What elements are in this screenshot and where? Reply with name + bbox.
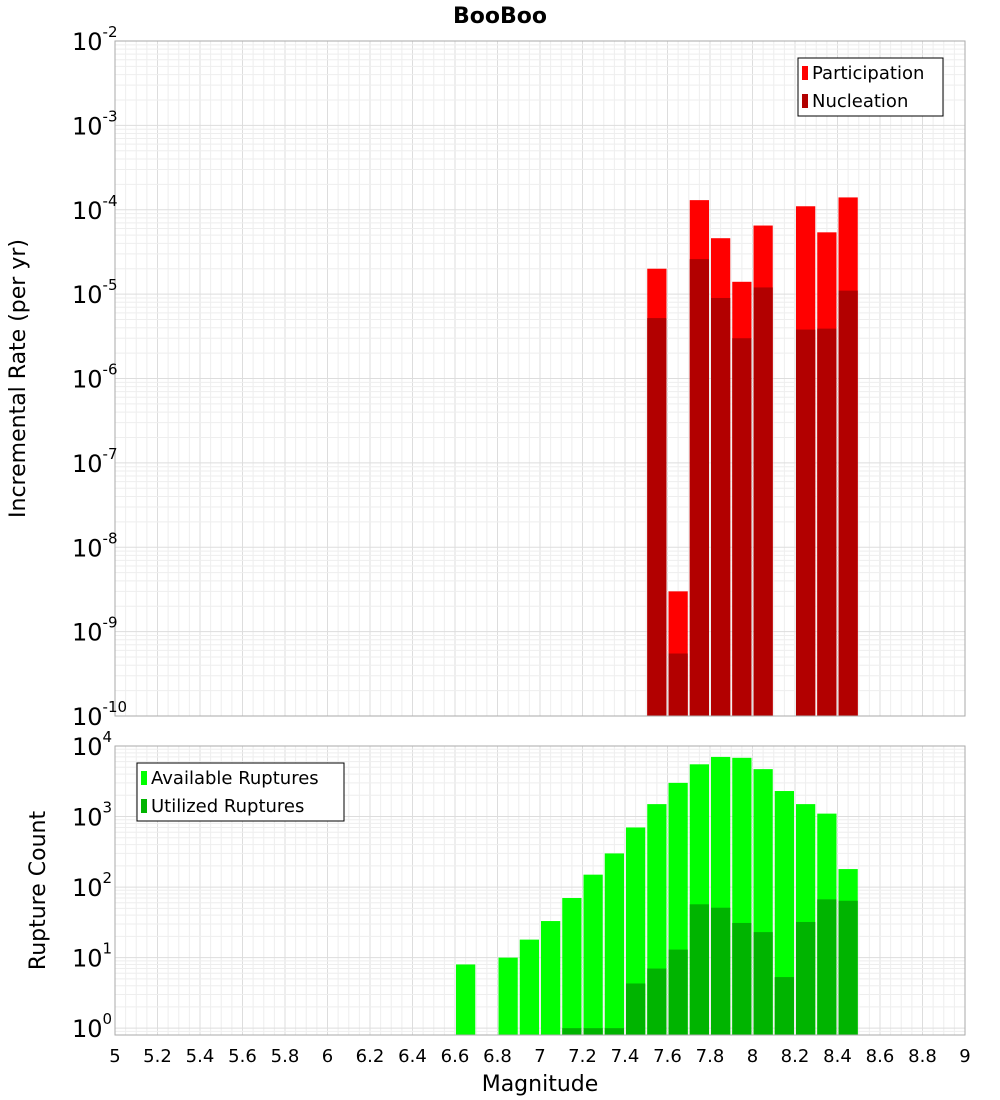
bar [626, 827, 646, 1035]
x-axis-label: Magnitude [482, 1072, 599, 1097]
bar [604, 853, 624, 1035]
bar [668, 949, 688, 1035]
legend: Available Ruptures Utilized Ruptures [136, 762, 345, 822]
bar [626, 983, 646, 1035]
series-utilized-ruptures [562, 899, 858, 1035]
bar [498, 957, 518, 1035]
plot-border [114, 40, 966, 717]
chart-panel-1: 10-10 10-9 10-8 10-7 10-6 10-5 10-4 10-3 10-2 Inc… [6, 23, 966, 731]
legend-swatch [802, 94, 808, 108]
bar [583, 874, 603, 1035]
y-tick-label: 10-3 [72, 107, 118, 140]
x-tick-label: 5.2 [143, 1046, 172, 1067]
bar [796, 329, 816, 716]
bar [838, 900, 858, 1035]
y-tick-label: 10-6 [72, 361, 118, 394]
bar [541, 921, 561, 1035]
bar [562, 898, 582, 1035]
x-tick-label: 8.2 [781, 1046, 810, 1067]
bar [456, 964, 476, 1035]
grid [114, 41, 966, 717]
bar [647, 318, 667, 716]
x-tick-label: 7.6 [653, 1046, 682, 1067]
y-axis-label: Rupture Count [26, 811, 51, 971]
y-tick-label: 10-4 [72, 192, 118, 225]
legend-label: Nucleation [812, 91, 908, 112]
plot-border [114, 745, 966, 1036]
x-tick-label: 7 [534, 1046, 545, 1067]
chart-panel-2: 100 101 102 103 104 Rupture Count 5 5.2 5.4 5.6 5.… [26, 728, 971, 1097]
x-tick-label: 6.8 [483, 1046, 512, 1067]
x-tick-label: 6.4 [398, 1046, 427, 1067]
y-axis-label: Incremental Rate (per yr) [6, 239, 31, 518]
series-nucleation [647, 259, 858, 716]
bar [774, 977, 794, 1035]
bar [817, 328, 837, 716]
bar [838, 290, 858, 716]
bar [668, 653, 688, 716]
x-tick-label: 8.8 [908, 1046, 937, 1067]
legend-label: Participation [812, 63, 924, 84]
x-tick-label: 7.4 [611, 1046, 640, 1067]
bar [689, 259, 709, 716]
y-tick-label: 10-5 [72, 276, 118, 309]
bar [732, 338, 752, 716]
bar [753, 287, 773, 716]
y-tick-label: 10-2 [72, 23, 118, 56]
bar [774, 791, 794, 1035]
bar [711, 907, 731, 1035]
x-tick-label: 8.4 [823, 1046, 852, 1067]
x-tick-label: 5 [109, 1046, 120, 1067]
legend-box [797, 57, 944, 117]
y-tick-label: 102 [72, 869, 112, 902]
legend-swatch [802, 66, 808, 80]
x-tick-label: 9 [959, 1046, 970, 1067]
y-tick-label: 10-7 [72, 445, 118, 478]
bar [711, 297, 731, 716]
x-tick-label: 5.4 [186, 1046, 215, 1067]
legend-label: Utilized Ruptures [151, 796, 304, 817]
bar [753, 932, 773, 1035]
legend-label: Available Ruptures [151, 768, 319, 789]
bar [583, 1028, 603, 1035]
x-tick-label: 7.8 [696, 1046, 725, 1067]
bar [647, 968, 667, 1035]
y-tick-label: 10-8 [72, 529, 118, 562]
legend-swatch [141, 771, 147, 785]
y-tick-label: 101 [72, 940, 112, 973]
x-tick-label: 6 [322, 1046, 333, 1067]
y-tick-label: 100 [72, 1010, 112, 1043]
legend-box [136, 762, 345, 822]
bar [796, 921, 816, 1035]
legend-swatch [141, 799, 147, 813]
chart-title: BooBoo [453, 4, 547, 29]
bar [817, 899, 837, 1035]
bar [519, 939, 539, 1035]
y-tick-label: 10-10 [72, 698, 127, 731]
x-tick-label: 6.6 [441, 1046, 470, 1067]
y-tick-label: 104 [72, 728, 112, 761]
x-tick-label: 8.6 [866, 1046, 895, 1067]
bar [562, 1028, 582, 1035]
x-tick-label: 7.2 [568, 1046, 597, 1067]
x-tick-label: 6.2 [356, 1046, 385, 1067]
legend: Participation Nucleation [797, 57, 944, 117]
y-tick-label: 10-9 [72, 614, 118, 647]
bar [604, 1028, 624, 1035]
x-tick-label: 8 [747, 1046, 758, 1067]
bar [732, 922, 752, 1035]
bar [689, 904, 709, 1035]
y-tick-label: 103 [72, 799, 112, 832]
x-tick-label: 5.6 [228, 1046, 257, 1067]
x-tick-label: 5.8 [271, 1046, 300, 1067]
